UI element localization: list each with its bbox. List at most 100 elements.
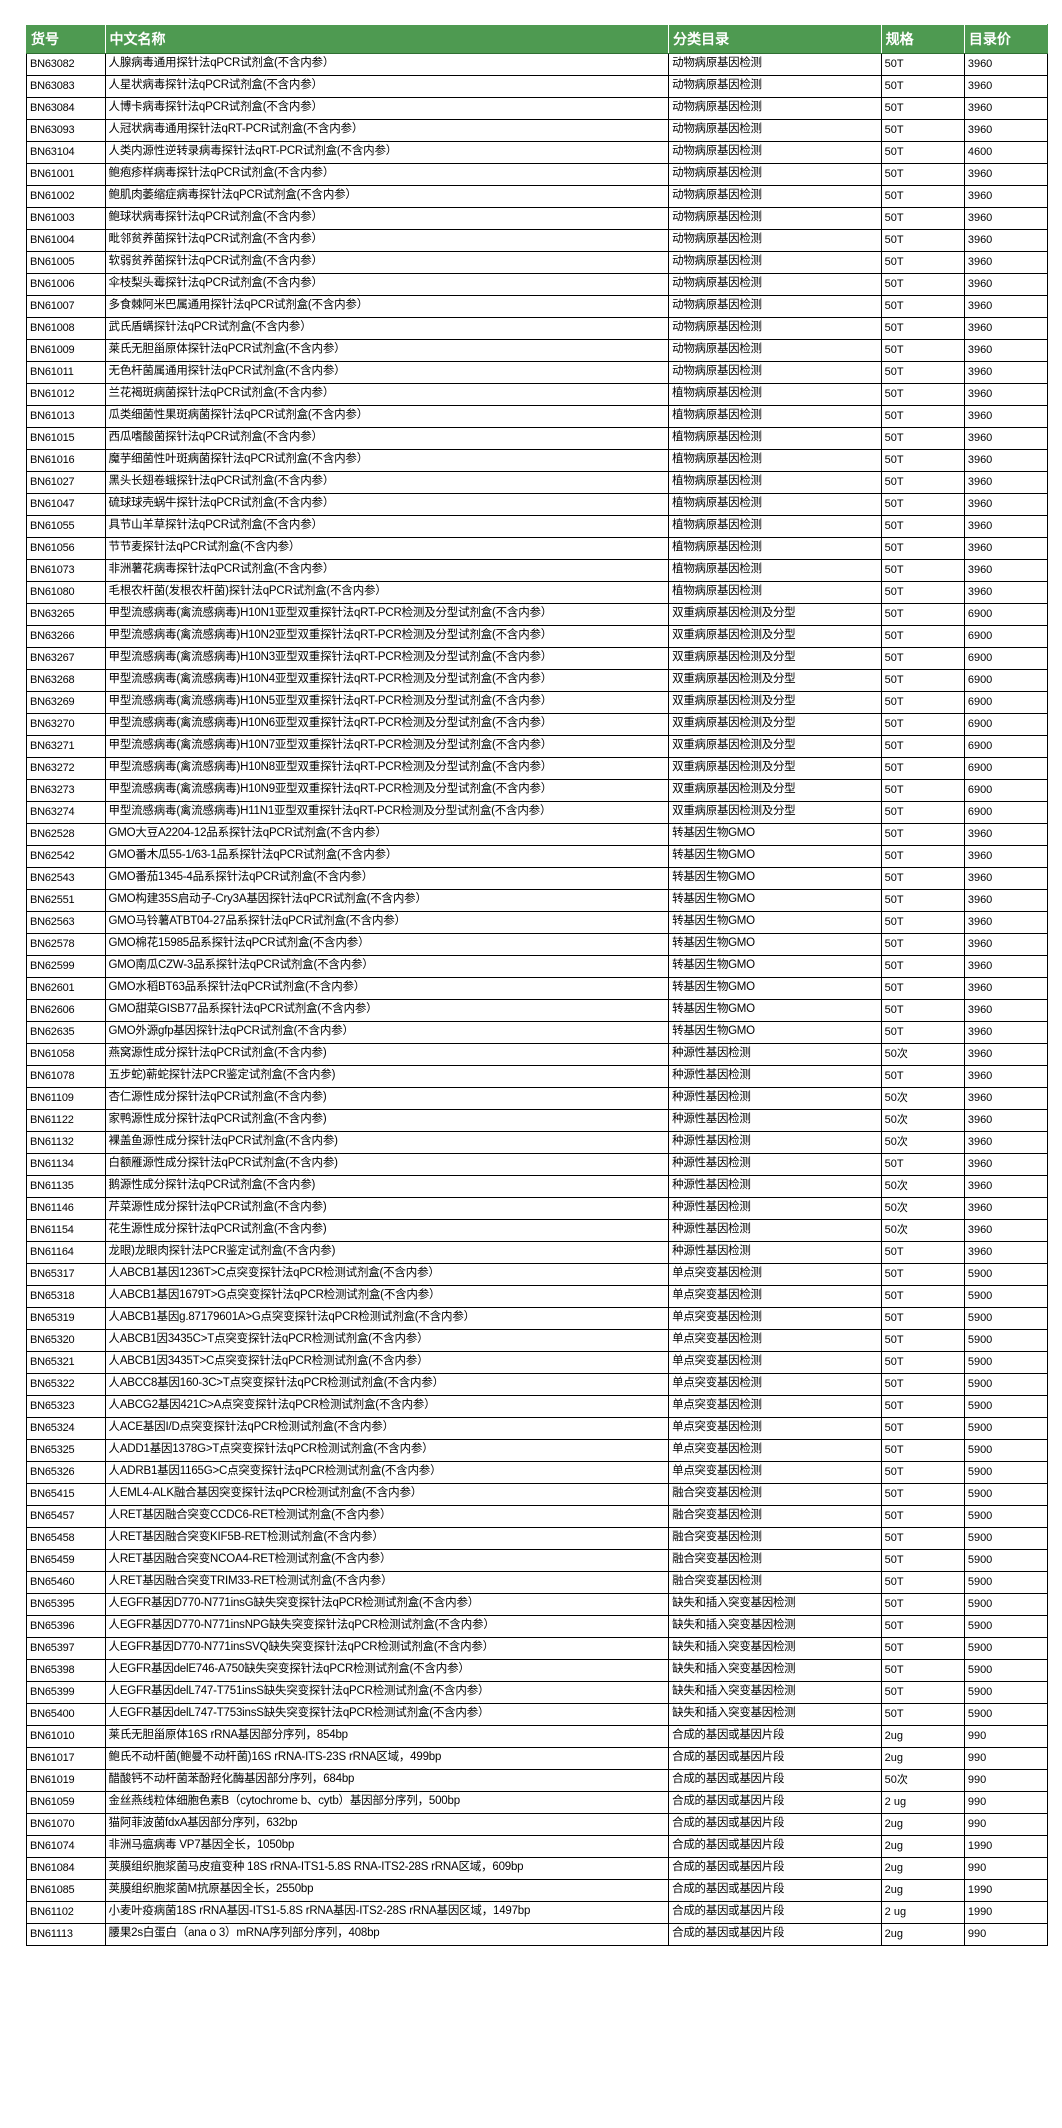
cell-price: 3960 (963, 1241, 1049, 1264)
table-row[interactable]: BN61058 燕窝源性成分探针法qPCR试剂盒(不含内参) 种源性基因检测 50次 3… (26, 1043, 1049, 1066)
column-header-name[interactable]: 中文名称 (104, 24, 670, 54)
table-row[interactable]: BN61002 鲍肌肉萎缩症病毒探针法qPCR试剂盒(不含内参） 动物病原基因检测 5… (26, 185, 1049, 208)
table-row[interactable]: BN61122 家鸭源性成分探针法qPCR试剂盒(不含内参) 种源性基因检测 50次 3… (26, 1109, 1049, 1132)
table-row[interactable]: BN61073 非洲薯花病毒探针法qPCR试剂盒(不含内参） 植物病原基因检测 50T… (26, 559, 1049, 582)
table-row[interactable]: BN65319 人ABCB1基因g.87179601A>G点突变探针法qPCR检测… (26, 1307, 1049, 1330)
table-row[interactable]: BN63265 甲型流感病毒(禽流感病毒)H10N1亚型双重探针法qRT-PCR检… (26, 603, 1049, 626)
table-row[interactable]: BN61080 毛根农杆菌(发根农杆菌)探针法qPCR试剂盒(不含内参） 植物病原基… (26, 581, 1049, 604)
column-header-code[interactable]: 货号 (26, 24, 106, 54)
table-row[interactable]: BN61056 节节麦探针法qPCR试剂盒(不含内参） 植物病原基因检测 50T 396… (26, 537, 1049, 560)
table-row[interactable]: BN61016 魔芋细菌性叶斑病菌探针法qPCR试剂盒(不含内参） 植物病原基因检测… (26, 449, 1049, 472)
table-row[interactable]: BN62635 GMO外源gfp基因探针法qPCR试剂盒(不含内参） 转基因生物GM… (26, 1021, 1049, 1044)
table-row[interactable]: BN65397 人EGFR基因D770-N771insSVQ缺失突变探针法qPCR… (26, 1637, 1049, 1660)
table-row[interactable]: BN61132 裸盖鱼源性成分探针法qPCR试剂盒(不含内参) 种源性基因检测 50次… (26, 1131, 1049, 1154)
table-row[interactable]: BN65322 人ABCC8基因160-3C>T点突变探针法qPCR检测试剂盒(不… (26, 1373, 1049, 1396)
table-row[interactable]: BN61001 鲍疱疹样病毒探针法qPCR试剂盒(不含内参） 动物病原基因检测 50T… (26, 163, 1049, 186)
table-row[interactable]: BN61027 黑头长翅卷蛾探针法qPCR试剂盒(不含内参） 植物病原基因检测 50T… (26, 471, 1049, 494)
table-row[interactable]: BN61102 小麦叶疫病菌18S rRNA基因-ITS1-5.8S rRNA基因… (26, 1901, 1049, 1924)
table-row[interactable]: BN63084 人博卡病毒探针法qPCR试剂盒(不含内参） 动物病原基因检测 50T 3… (26, 97, 1049, 120)
table-row[interactable]: BN61134 白额雁源性成分探针法qPCR试剂盒(不含内参) 种源性基因检测 50T… (26, 1153, 1049, 1176)
table-row[interactable]: BN61059 金丝燕线粒体细胞色素B（cytochrome b、cytb）基因部… (26, 1791, 1049, 1814)
table-row[interactable]: BN62551 GMO构建35S启动子-Cry3A基因探针法qPCR试剂盒(不含内… (26, 889, 1049, 912)
table-row[interactable]: BN63271 甲型流感病毒(禽流感病毒)H10N7亚型双重探针法qRT-PCR检… (26, 735, 1049, 758)
cell-price: 3960 (963, 449, 1049, 472)
table-row[interactable]: BN63083 人星状病毒探针法qPCR试剂盒(不含内参） 动物病原基因检测 50T 3… (26, 75, 1049, 98)
table-row[interactable]: BN61010 莱氏无胆甾原体16S rRNA基因部分序列，854bp 合成的基因或… (26, 1725, 1049, 1748)
table-row[interactable]: BN61135 鹅源性成分探针法qPCR试剂盒(不含内参) 种源性基因检测 50次 39… (26, 1175, 1049, 1198)
table-row[interactable]: BN61009 莱氏无胆甾原体探针法qPCR试剂盒(不含内参） 动物病原基因检测 50… (26, 339, 1049, 362)
cell-name: 兰花褐斑病菌探针法qPCR试剂盒(不含内参） (104, 383, 670, 406)
table-row[interactable]: BN63270 甲型流感病毒(禽流感病毒)H10N6亚型双重探针法qRT-PCR检… (26, 713, 1049, 736)
table-row[interactable]: BN62599 GMO南瓜CZW-3品系探针法qPCR试剂盒(不含内参） 转基因生物… (26, 955, 1049, 978)
table-row[interactable]: BN61070 猫阿菲波菌fdxA基因部分序列，632bp 合成的基因或基因片段 2u… (26, 1813, 1049, 1836)
table-row[interactable]: BN61085 荚膜组织胞浆菌M抗原基因全长，2550bp 合成的基因或基因片段 2u… (26, 1879, 1049, 1902)
table-row[interactable]: BN61074 非洲马瘟病毒 VP7基因全长，1050bp 合成的基因或基因片段 2u… (26, 1835, 1049, 1858)
table-row[interactable]: BN62528 GMO大豆A2204-12品系探针法qPCR试剂盒(不含内参） 转基… (26, 823, 1049, 846)
table-row[interactable]: BN61047 硫球球壳蜗牛探针法qPCR试剂盒(不含内参） 植物病原基因检测 50T… (26, 493, 1049, 516)
table-row[interactable]: BN63267 甲型流感病毒(禽流感病毒)H10N3亚型双重探针法qRT-PCR检… (26, 647, 1049, 670)
table-row[interactable]: BN61011 无色杆菌属通用探针法qPCR试剂盒(不含内参） 动物病原基因检测 50… (26, 361, 1049, 384)
table-row[interactable]: BN65317 人ABCB1基因1236T>C点突变探针法qPCR检测试剂盒(不含… (26, 1263, 1049, 1286)
table-row[interactable]: BN61084 荚膜组织胞浆菌马皮疽变种 18S rRNA-ITS1-5.8S R… (26, 1857, 1049, 1880)
table-row[interactable]: BN61013 瓜类细菌性果斑病菌探针法qPCR试剂盒(不含内参） 植物病原基因检测… (26, 405, 1049, 428)
table-row[interactable]: BN61004 毗邻贫养菌探针法qPCR试剂盒(不含内参） 动物病原基因检测 50T 3… (26, 229, 1049, 252)
table-row[interactable]: BN63268 甲型流感病毒(禽流感病毒)H10N4亚型双重探针法qRT-PCR检… (26, 669, 1049, 692)
table-row[interactable]: BN61055 具节山羊草探针法qPCR试剂盒(不含内参） 植物病原基因检测 50T 3… (26, 515, 1049, 538)
table-row[interactable]: BN61078 五步蛇)蕲蛇探针法PCR鉴定试剂盒(不含内参) 种源性基因检测 50T… (26, 1065, 1049, 1088)
table-row[interactable]: BN61109 杏仁源性成分探针法qPCR试剂盒(不含内参) 种源性基因检测 50次 3… (26, 1087, 1049, 1110)
table-row[interactable]: BN65457 人RET基因融合突变CCDC6-RET检测试剂盒(不含内参） 融合突… (26, 1505, 1049, 1528)
table-row[interactable]: BN65320 人ABCB1因3435C>T点突变探针法qPCR检测试剂盒(不含内… (26, 1329, 1049, 1352)
table-row[interactable]: BN65321 人ABCB1因3435T>C点突变探针法qPCR检测试剂盒(不含内… (26, 1351, 1049, 1374)
column-header-price[interactable]: 目录价 (963, 24, 1049, 54)
table-row[interactable]: BN61164 龙眼)龙眼肉探针法PCR鉴定试剂盒(不含内参) 种源性基因检测 50T… (26, 1241, 1049, 1264)
table-row[interactable]: BN61003 鲍球状病毒探针法qPCR试剂盒(不含内参） 动物病原基因检测 50T 3… (26, 207, 1049, 230)
table-row[interactable]: BN65400 人EGFR基因delL747-T753insS缺失突变探针法qPC… (26, 1703, 1049, 1726)
cell-category: 缺失和插入突变基因检测 (668, 1593, 882, 1616)
table-row[interactable]: BN65323 人ABCG2基因421C>A点突变探针法qPCR检测试剂盒(不含内… (26, 1395, 1049, 1418)
table-row[interactable]: BN65415 人EML4-ALK融合基因突变探针法qPCR检测试剂盒(不含内参）… (26, 1483, 1049, 1506)
table-row[interactable]: BN61012 兰花褐斑病菌探针法qPCR试剂盒(不含内参） 植物病原基因检测 50T… (26, 383, 1049, 406)
table-row[interactable]: BN61007 多食棘阿米巴属通用探针法qPCR试剂盒(不含内参） 动物病原基因检测… (26, 295, 1049, 318)
table-row[interactable]: BN65458 人RET基因融合突变KIF5B-RET检测试剂盒(不含内参） 融合突… (26, 1527, 1049, 1550)
table-row[interactable]: BN63104 人类内源性逆转录病毒探针法qRT-PCR试剂盒(不含内参） 动物病原… (26, 141, 1049, 164)
column-header-spec[interactable]: 规格 (880, 24, 965, 54)
table-row[interactable]: BN62601 GMO水稻BT63品系探针法qPCR试剂盒(不含内参） 转基因生物G… (26, 977, 1049, 1000)
table-row[interactable]: BN63082 人腺病毒通用探针法qPCR试剂盒(不含内参） 动物病原基因检测 50T… (26, 53, 1049, 76)
table-row[interactable]: BN65399 人EGFR基因delL747-T751insS缺失突变探针法qPC… (26, 1681, 1049, 1704)
cell-price: 3960 (963, 317, 1049, 340)
table-row[interactable]: BN61006 伞枝梨头霉探针法qPCR试剂盒(不含内参） 动物病原基因检测 50T 3… (26, 273, 1049, 296)
cell-name: 人星状病毒探针法qPCR试剂盒(不含内参） (104, 75, 670, 98)
cell-code: BN61073 (26, 559, 106, 582)
column-header-category[interactable]: 分类目录 (668, 24, 882, 54)
table-row[interactable]: BN65395 人EGFR基因D770-N771insG缺失突变探针法qPCR检测… (26, 1593, 1049, 1616)
table-row[interactable]: BN65459 人RET基因融合突变NCOA4-RET检测试剂盒(不含内参） 融合突… (26, 1549, 1049, 1572)
table-row[interactable]: BN61154 花生源性成分探针法qPCR试剂盒(不含内参) 种源性基因检测 50次 3… (26, 1219, 1049, 1242)
table-row[interactable]: BN61017 鲍氏不动杆菌(鲍曼不动杆菌)16S rRNA-ITS-23S rR… (26, 1747, 1049, 1770)
table-row[interactable]: BN62543 GMO番茄1345-4品系探针法qPCR试剂盒(不含内参） 转基因生… (26, 867, 1049, 890)
table-row[interactable]: BN65396 人EGFR基因D770-N771insNPG缺失突变探针法qPCR… (26, 1615, 1049, 1638)
table-row[interactable]: BN63269 甲型流感病毒(禽流感病毒)H10N5亚型双重探针法qRT-PCR检… (26, 691, 1049, 714)
table-row[interactable]: BN65318 人ABCB1基因1679T>G点突变探针法qPCR检测试剂盒(不含… (26, 1285, 1049, 1308)
table-row[interactable]: BN61015 西瓜嗜酸菌探针法qPCR试剂盒(不含内参） 植物病原基因检测 50T 3… (26, 427, 1049, 450)
table-row[interactable]: BN61146 芹菜源性成分探针法qPCR试剂盒(不含内参) 种源性基因检测 50次 3… (26, 1197, 1049, 1220)
cell-spec: 2 ug (880, 1901, 965, 1924)
table-row[interactable]: BN65326 人ADRB1基因1165G>C点突变探针法qPCR检测试剂盒(不含… (26, 1461, 1049, 1484)
table-row[interactable]: BN65324 人ACE基因I/D点突变探针法qPCR检测试剂盒(不含内参） 单点突… (26, 1417, 1049, 1440)
table-row[interactable]: BN63272 甲型流感病毒(禽流感病毒)H10N8亚型双重探针法qRT-PCR检… (26, 757, 1049, 780)
table-row[interactable]: BN62563 GMO马铃薯ATBT04-27品系探针法qPCR试剂盒(不含内参）… (26, 911, 1049, 934)
table-row[interactable]: BN61019 醋酸钙不动杆菌苯酚羟化酶基因部分序列，684bp 合成的基因或基因片… (26, 1769, 1049, 1792)
table-row[interactable]: BN63266 甲型流感病毒(禽流感病毒)H10N2亚型双重探针法qRT-PCR检… (26, 625, 1049, 648)
table-row[interactable]: BN62578 GMO棉花15985品系探针法qPCR试剂盒(不含内参） 转基因生物… (26, 933, 1049, 956)
table-row[interactable]: BN63273 甲型流感病毒(禽流感病毒)H10N9亚型双重探针法qRT-PCR检… (26, 779, 1049, 802)
table-row[interactable]: BN65460 人RET基因融合突变TRIM33-RET检测试剂盒(不含内参） 融合… (26, 1571, 1049, 1594)
table-row[interactable]: BN62606 GMO甜菜GISB77品系探针法qPCR试剂盒(不含内参） 转基因生… (26, 999, 1049, 1022)
table-row[interactable]: BN61005 软弱贫养菌探针法qPCR试剂盒(不含内参） 动物病原基因检测 50T 3… (26, 251, 1049, 274)
table-row[interactable]: BN65325 人ADD1基因1378G>T点突变探针法qPCR检测试剂盒(不含内… (26, 1439, 1049, 1462)
cell-category: 动物病原基因检测 (668, 339, 882, 362)
table-row[interactable]: BN61008 武氏盾螨探针法qPCR试剂盒(不含内参） 动物病原基因检测 50T 39… (26, 317, 1049, 340)
table-row[interactable]: BN62542 GMO番木瓜55-1/63-1品系探针法qPCR试剂盒(不含内参）… (26, 845, 1049, 868)
table-row[interactable]: BN63274 甲型流感病毒(禽流感病毒)H11N1亚型双重探针法qRT-PCR检… (26, 801, 1049, 824)
table-row[interactable]: BN61113 腰果2s白蛋白（ana o 3）mRNA序列部分序列，408bp 合… (26, 1923, 1049, 1946)
table-row[interactable]: BN65398 人EGFR基因delE746-A750缺失突变探针法qPCR检测试… (26, 1659, 1049, 1682)
table-row[interactable]: BN63093 人冠状病毒通用探针法qRT-PCR试剂盒(不含内参） 动物病原基因检… (26, 119, 1049, 142)
